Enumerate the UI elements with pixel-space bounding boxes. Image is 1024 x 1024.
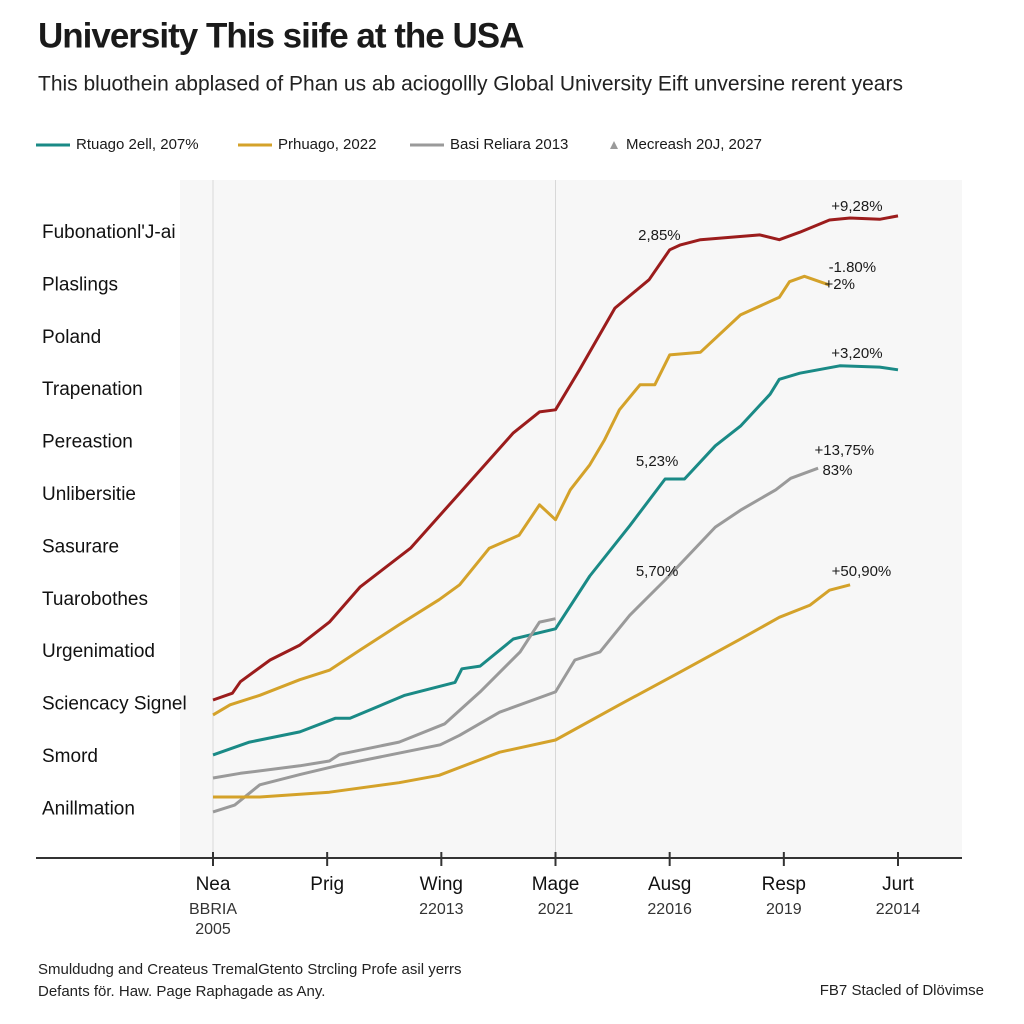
legend-symbol [610, 141, 618, 149]
annotation: +50,90% [832, 563, 892, 580]
series-line [212, 617, 556, 780]
x-tick-sublabel: 2021 [538, 901, 574, 918]
annotation: 5,23% [636, 453, 679, 470]
x-tick-label: Nea [196, 874, 231, 895]
footer-text: Smuldudng and Createus TremalGtento Strc… [38, 961, 462, 978]
x-tick-label: Prig [310, 874, 344, 895]
row-label: Sasurare [42, 536, 119, 557]
row-label: Trapenation [42, 379, 143, 400]
annotation: +3,20% [831, 345, 882, 362]
footer-text: Defants för. Haw. Page Raphagade as Any. [38, 983, 325, 1000]
legend-label: Prhuago, 2022 [278, 136, 376, 153]
legend-label: Rtuago 2ell, 207% [76, 136, 199, 153]
x-tick-sublabel: 2019 [766, 901, 802, 918]
x-tick-label: Jurt [882, 874, 914, 895]
row-label: Tuarobothes [42, 589, 148, 610]
annotation: 5,70% [636, 563, 679, 580]
x-tick-sublabel: BBRIA [189, 901, 237, 918]
series-line [213, 583, 851, 799]
row-label: Pereastion [42, 432, 133, 453]
x-tick-sublabel: 22013 [419, 901, 464, 918]
series-line [212, 466, 819, 814]
annotation: 2,85% [638, 227, 681, 244]
row-label: Plaslings [42, 274, 118, 295]
x-tick-sublabel: 22016 [647, 901, 692, 918]
row-label: Anillmation [42, 798, 135, 819]
x-tick-sublabel: 22014 [876, 901, 921, 918]
annotation: -1.80% [829, 259, 877, 276]
row-label: Urgenimatiod [42, 641, 155, 662]
x-tick-label: Mage [532, 874, 580, 895]
chart-title: University This siife at the USA [38, 16, 524, 55]
legend-label: Basi Reliara 2013 [450, 136, 568, 153]
footer-source: FB7 Stacled of Dlövimse [820, 982, 984, 999]
row-label: Poland [42, 327, 101, 348]
plot-background [180, 180, 962, 858]
series-line [212, 274, 830, 717]
series-line [212, 364, 899, 757]
chart-subtitle: This bluothein abplased of Phan us ab ac… [38, 73, 903, 96]
x-tick-label: Ausg [648, 874, 691, 895]
x-tick-label: Wing [420, 874, 463, 895]
annotation: +9,28% [831, 198, 882, 215]
x-tick-sublabel: 2005 [195, 921, 231, 938]
row-label: Smord [42, 746, 98, 767]
x-tick-label: Resp [762, 874, 806, 895]
series-line [212, 214, 899, 702]
annotation: 83% [822, 462, 852, 479]
legend-label: Mecreash 20J, 2027 [626, 136, 762, 153]
row-label: Fubonationl'J-ai [42, 222, 176, 243]
row-label: Sciencacy Signel [42, 694, 187, 715]
annotation: +2% [825, 276, 855, 293]
annotation: +13,75% [815, 442, 875, 459]
row-label: Unlibersitie [42, 484, 136, 505]
